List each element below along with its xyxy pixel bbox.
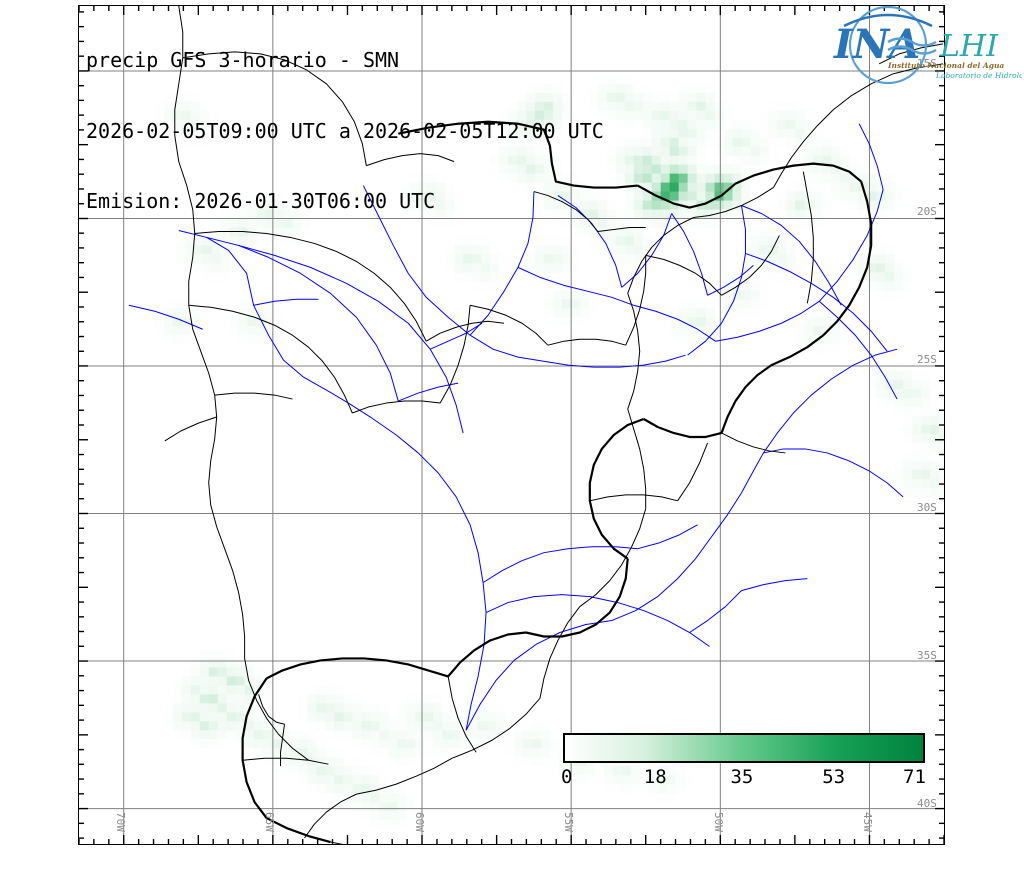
lat-label: 35S	[917, 648, 937, 662]
colorbar-tick: 18	[643, 766, 667, 788]
title-line-3: Emision: 2026-01-30T06:00 UTC	[86, 189, 436, 213]
colorbar[interactable]	[563, 733, 925, 763]
map-layers	[79, 6, 944, 844]
title-line-2: 2026-02-05T09:00 UTC a 2026-02-05T12:00 …	[86, 118, 604, 143]
logo-wave-icon	[887, 37, 937, 55]
lat-label: 40S	[917, 796, 937, 810]
colorbar-gradient	[565, 735, 923, 761]
coastline	[258, 43, 944, 844]
lon-label: 60W	[412, 812, 426, 832]
lon-label: 50W	[711, 812, 725, 832]
logo-primary-text: INA	[833, 21, 920, 68]
ina-lhi-logo: INA LHI Instituto Nacional del Agua Labo…	[833, 5, 1022, 85]
lat-label: 30S	[917, 500, 937, 514]
country-borders	[241, 120, 873, 844]
lon-label: 45W	[861, 812, 875, 832]
map-gridlines	[79, 6, 944, 844]
lon-label: 55W	[562, 812, 576, 832]
river-network	[128, 123, 904, 731]
lon-label: 70W	[113, 812, 127, 832]
colorbar-tick: 0	[561, 766, 573, 788]
colorbar-tick: 35	[730, 766, 754, 788]
internal-borders	[164, 6, 814, 765]
lat-label: 25S	[917, 352, 937, 366]
title-line-1: precip GFS 3-horario - SMN	[86, 48, 400, 72]
colorbar-tick: 71	[903, 766, 926, 788]
geography-overlay	[79, 6, 944, 844]
colorbar-tick: 53	[822, 766, 846, 788]
logo-subtitle-1: Instituto Nacional del Agua	[887, 61, 1004, 70]
map-title-block: precip GFS 3-horario - SMN 2026-02-05T09…	[86, 2, 604, 261]
map-plot-area[interactable]	[78, 5, 945, 845]
logo-secondary-text: LHI	[939, 29, 999, 64]
logo-subtitle-2: Laboratorio de Hidrologia	[935, 71, 1022, 80]
lat-label: 20S	[917, 204, 937, 218]
lon-label: 65W	[263, 812, 277, 832]
axis-ticks	[79, 6, 944, 844]
